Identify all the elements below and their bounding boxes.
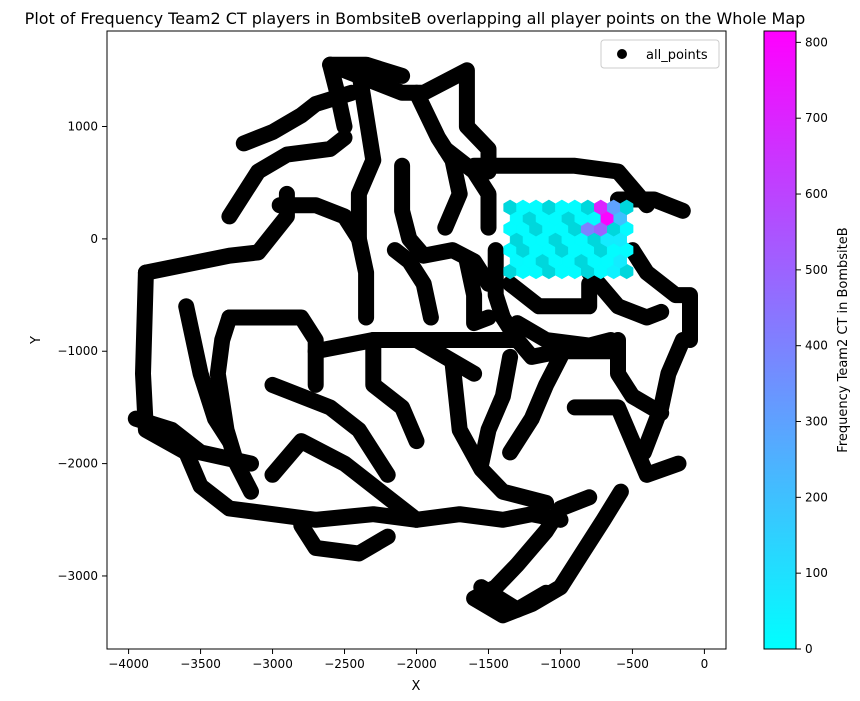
- x-tick-label: −3000: [252, 657, 293, 671]
- x-tick-label: −4000: [108, 657, 149, 671]
- all-points-trail: [264, 433, 425, 528]
- x-tick-label: 0: [701, 657, 709, 671]
- all-points-trail: [127, 410, 259, 472]
- y-axis-label: Y: [29, 336, 44, 345]
- all-points-scatter: [127, 56, 698, 624]
- x-tick-label: −1500: [468, 657, 509, 671]
- all-points-trail: [466, 483, 629, 624]
- all-points-trail: [293, 517, 396, 562]
- all-points-trail: [221, 129, 353, 225]
- legend: all_points: [600, 39, 720, 69]
- all-points-trail: [322, 56, 497, 180]
- all-points-trail: [566, 399, 687, 483]
- chart-title: Plot of Frequency Team2 CT players in Bo…: [25, 9, 806, 28]
- all-points-trail: [502, 348, 569, 461]
- all-points-trail: [209, 309, 259, 500]
- legend-marker: [617, 49, 627, 59]
- all-points-trail: [487, 242, 526, 348]
- all-points-trail: [473, 348, 519, 472]
- all-points-trail: [235, 84, 360, 152]
- all-points-trail: [624, 242, 698, 348]
- x-tick-label: −1000: [540, 657, 581, 671]
- colorbar-tick-label: 700: [805, 111, 828, 125]
- colorbar-tick-label: 800: [805, 35, 828, 49]
- legend-entry-all-points: all_points: [646, 48, 708, 63]
- all-points-trail: [581, 264, 670, 326]
- x-axis-label: X: [412, 679, 421, 694]
- colorbar-label: Frequency Team2 CT in BombsiteB: [836, 227, 851, 452]
- all-points-trail: [473, 579, 555, 618]
- all-points-trail: [466, 157, 655, 214]
- hexbin-layer: [503, 199, 634, 280]
- all-points-trail: [610, 332, 670, 421]
- colorbar-tick-label: 100: [805, 566, 828, 580]
- all-points-trail: [502, 275, 598, 315]
- hexbin-cell: [619, 199, 634, 216]
- all-points-trail: [365, 332, 425, 450]
- all-points-trail: [350, 62, 382, 326]
- x-tick-label: −2500: [324, 657, 365, 671]
- colorbar-tick-label: 400: [805, 339, 828, 353]
- colorbar-tick-label: 0: [805, 642, 813, 656]
- y-tick-label: 0: [90, 232, 98, 246]
- all-points-trail: [509, 315, 619, 354]
- colorbar: 0 100 200 300 400 500 600 700 800 Frequency Team…: [763, 30, 851, 656]
- x-tick-label: −2000: [396, 657, 437, 671]
- all-points-trail: [437, 141, 497, 236]
- colorbar-tick-label: 600: [805, 187, 828, 201]
- all-points-trail: [610, 191, 691, 219]
- colorbar-tick-label: 500: [805, 263, 828, 277]
- y-axis-ticks: −3000 −2000 −1000 0 1000: [57, 120, 107, 583]
- colorbar-tick-label: 200: [805, 490, 828, 504]
- y-tick-label: −2000: [57, 457, 98, 471]
- x-tick-label: −3500: [180, 657, 221, 671]
- colorbar-gradient: [763, 30, 797, 650]
- y-tick-label: 1000: [67, 120, 98, 134]
- x-axis-ticks: −4000 −3500 −3000 −2500 −2000 −1500 −1000 −500 0: [108, 649, 708, 671]
- all-points-trail: [221, 309, 324, 393]
- all-points-trail: [458, 253, 497, 332]
- colorbar-ticks: 0 100 200 300 400 500 600 700 800: [796, 35, 828, 656]
- y-tick-label: −3000: [57, 569, 98, 583]
- legend-box: [600, 39, 720, 69]
- all-points-trail: [386, 242, 439, 326]
- y-tick-label: −1000: [57, 344, 98, 358]
- x-tick-label: −500: [616, 657, 649, 671]
- all-points-trail: [635, 332, 691, 461]
- colorbar-tick-label: 300: [805, 415, 828, 429]
- all-points-trail: [264, 376, 396, 483]
